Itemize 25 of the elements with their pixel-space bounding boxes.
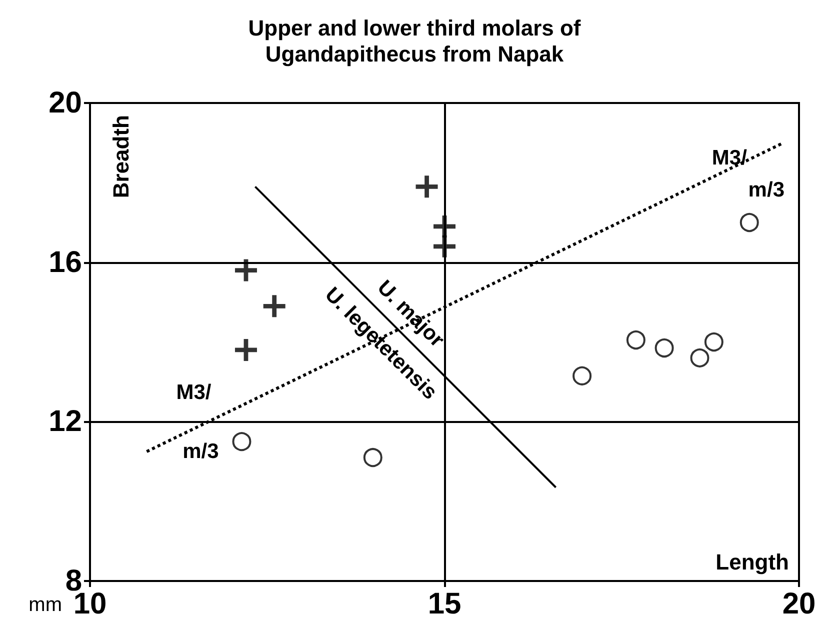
point: [416, 176, 438, 198]
y-tick-label: 12: [48, 405, 82, 438]
x-axis-title: Length: [716, 550, 789, 574]
point: [690, 348, 710, 368]
point: [234, 338, 257, 361]
annotation: M3/: [176, 381, 212, 404]
point: [626, 330, 646, 350]
y-axis-title: Breadth: [108, 115, 134, 198]
y-tick-label: 20: [48, 86, 82, 120]
chart-title: Upper and lower third molars of Ugandapithecus from Napak: [248, 16, 582, 66]
point: [263, 295, 286, 318]
x-tick-label: 20: [782, 588, 816, 620]
annotation: m/3: [182, 440, 219, 464]
text: mm: [28, 594, 62, 616]
annotation: m/3: [748, 178, 784, 202]
point: [654, 338, 674, 358]
point: [363, 448, 382, 468]
annotation: M3/: [712, 146, 748, 170]
point: [572, 366, 592, 386]
y-tick-label: 16: [48, 246, 82, 279]
point: [740, 213, 759, 232]
x-tick-label: 15: [428, 588, 462, 620]
point: [232, 432, 252, 452]
point: [234, 259, 257, 282]
point: [704, 332, 724, 352]
